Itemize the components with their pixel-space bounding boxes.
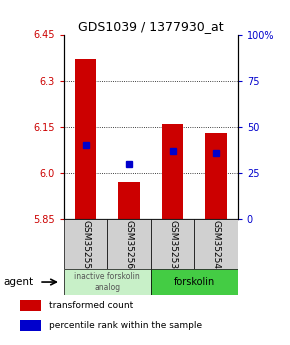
Bar [151, 219, 194, 269]
Text: forskolin: forskolin [174, 277, 215, 287]
Text: GSM35255: GSM35255 [81, 219, 90, 269]
Bar [162, 124, 183, 219]
Bar [20, 300, 41, 311]
Bar [107, 219, 151, 269]
Bar [20, 320, 41, 331]
Bar [151, 269, 238, 295]
Text: GSM35256: GSM35256 [124, 219, 134, 269]
Text: inactive forskolin
analog: inactive forskolin analog [75, 272, 140, 292]
Text: GSM35253: GSM35253 [168, 219, 177, 269]
Bar [64, 219, 107, 269]
Text: transformed count: transformed count [49, 301, 133, 310]
Bar [194, 219, 238, 269]
Text: GSM35254: GSM35254 [211, 219, 221, 269]
Bar [75, 59, 96, 219]
Bar [118, 182, 140, 219]
Text: agent: agent [3, 277, 33, 287]
Bar [64, 269, 151, 295]
Text: percentile rank within the sample: percentile rank within the sample [49, 321, 202, 330]
Title: GDS1039 / 1377930_at: GDS1039 / 1377930_at [78, 20, 224, 33]
Bar [205, 133, 227, 219]
